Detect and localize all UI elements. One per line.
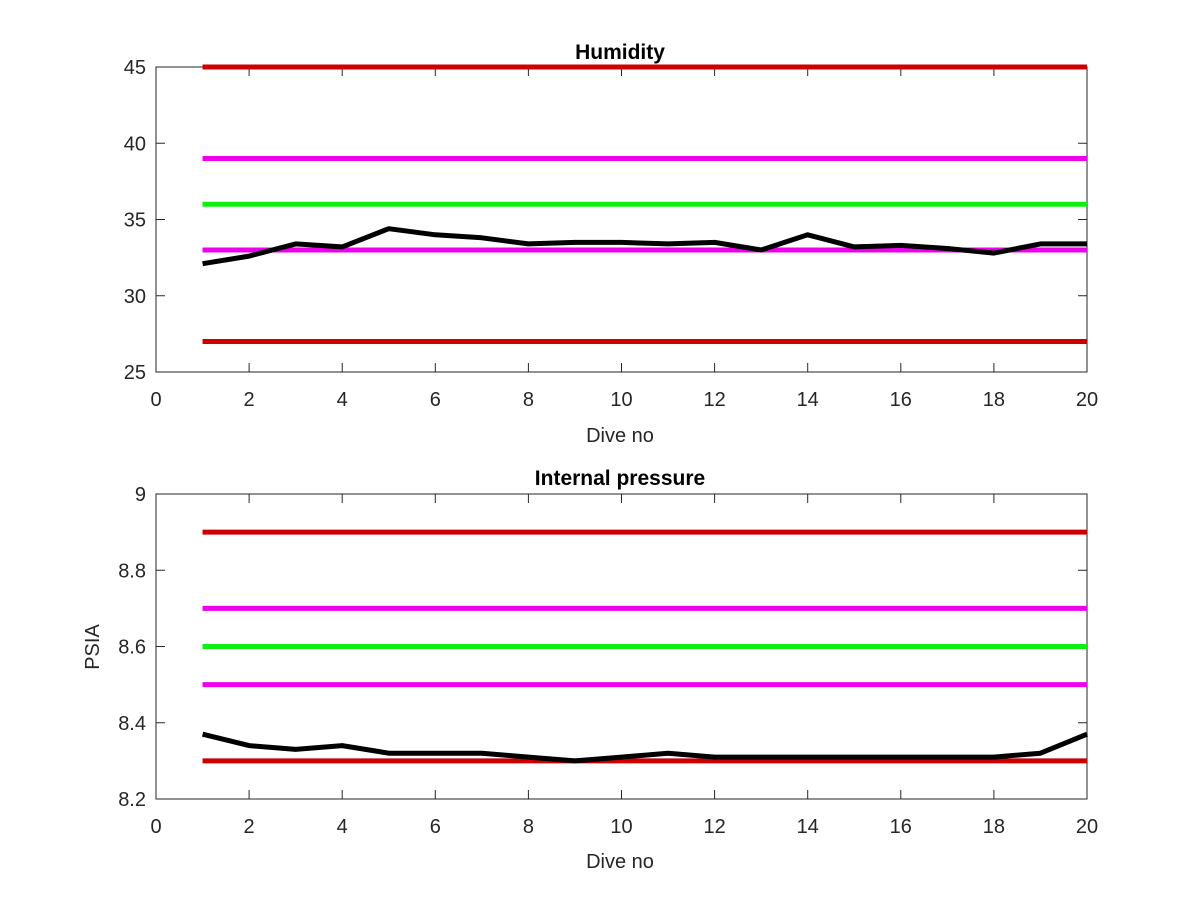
humidity-y-tick-label: 35 [124, 210, 146, 232]
internal-pressure-x-tick-label: 2 [244, 816, 255, 838]
humidity-x-tick-label: 12 [703, 389, 725, 411]
humidity-y-tick-label: 40 [124, 133, 146, 155]
internal-pressure-y-axis-label: PSIA [82, 624, 104, 670]
internal-pressure-x-tick-label: 10 [610, 816, 632, 838]
humidity-title: Humidity [575, 41, 665, 64]
internal-pressure-x-tick-label: 18 [983, 816, 1005, 838]
internal-pressure-y-tick-label: 9 [135, 484, 146, 506]
internal-pressure-plot: Internal pressure Dive no PSIA 0 2 4 6 8 10 12… [82, 467, 1098, 873]
internal-pressure-x-tick-label: 6 [430, 816, 441, 838]
humidity-x-tick-label: 2 [244, 389, 255, 411]
internal-pressure-title: Internal pressure [535, 467, 705, 490]
internal-pressure-x-tick-label: 20 [1076, 816, 1098, 838]
internal-pressure-x-tick-label: 12 [703, 816, 725, 838]
humidity-y-tick-label: 25 [124, 362, 146, 384]
internal-pressure-y-tick-label: 8.2 [118, 789, 146, 811]
humidity-x-tick-label: 18 [983, 389, 1005, 411]
humidity-y-tick-label: 45 [124, 57, 146, 79]
internal-pressure-x-tick-label: 8 [523, 816, 534, 838]
humidity-x-tick-label: 10 [610, 389, 632, 411]
humidity-data-line [202, 226, 1087, 267]
humidity-x-tick-label: 6 [430, 389, 441, 411]
internal-pressure-x-tick-label: 4 [337, 816, 348, 838]
humidity-x-tick-label: 0 [150, 389, 161, 411]
internal-pressure-y-tick-label: 8.4 [118, 713, 146, 735]
humidity-x-tick-label: 20 [1076, 389, 1098, 411]
humidity-plot: Humidity Dive no 0 2 4 6 8 10 12 14 16 18 20 25 30 35… [124, 41, 1098, 447]
internal-pressure-y-tick-label: 8.6 [118, 637, 146, 659]
internal-pressure-data-line [202, 731, 1088, 764]
humidity-x-tick-label: 4 [337, 389, 348, 411]
humidity-x-axis-label: Dive no [586, 425, 654, 447]
internal-pressure-x-tick-label: 16 [890, 816, 912, 838]
humidity-x-tick-label: 14 [797, 389, 819, 411]
humidity-y-tick-label: 30 [124, 286, 146, 308]
internal-pressure-x-tick-label: 0 [150, 816, 161, 838]
internal-pressure-x-axis-label: Dive no [586, 851, 654, 873]
internal-pressure-y-tick-label: 8.8 [118, 560, 146, 582]
humidity-x-tick-label: 16 [890, 389, 912, 411]
humidity-x-tick-label: 8 [523, 389, 534, 411]
internal-pressure-x-tick-label: 14 [797, 816, 819, 838]
